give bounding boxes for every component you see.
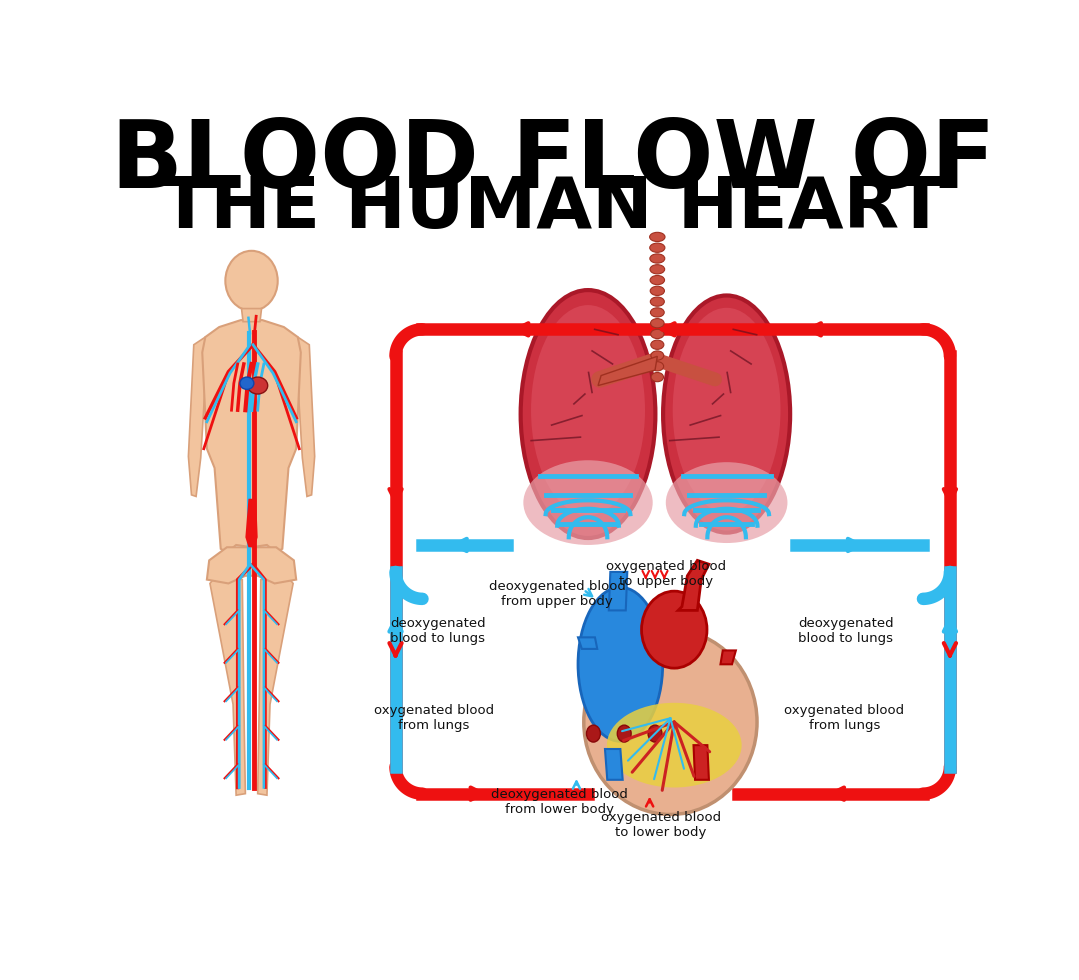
Polygon shape (210, 579, 245, 795)
Ellipse shape (651, 362, 664, 370)
Ellipse shape (650, 243, 665, 252)
Polygon shape (694, 745, 709, 780)
Ellipse shape (642, 591, 707, 668)
Text: oxygenated blood
from lungs: oxygenated blood from lungs (784, 705, 904, 732)
Ellipse shape (617, 725, 631, 742)
Ellipse shape (584, 629, 757, 814)
Polygon shape (578, 637, 598, 649)
Ellipse shape (651, 318, 664, 327)
Polygon shape (202, 320, 301, 553)
Ellipse shape (578, 587, 663, 741)
Text: deoxygenated
blood to lungs: deoxygenated blood to lungs (391, 616, 486, 645)
Ellipse shape (648, 725, 661, 742)
Text: BLOOD FLOW OF: BLOOD FLOW OF (111, 117, 996, 209)
Text: deoxygenated
blood to lungs: deoxygenated blood to lungs (798, 616, 893, 645)
Ellipse shape (651, 372, 664, 381)
Text: deoxygenated blood
from upper body: deoxygenated blood from upper body (489, 579, 626, 608)
Ellipse shape (672, 308, 780, 513)
Ellipse shape (521, 290, 655, 538)
Ellipse shape (650, 265, 665, 273)
Ellipse shape (666, 463, 788, 543)
Ellipse shape (240, 377, 254, 389)
Text: oxygenated blood
to lower body: oxygenated blood to lower body (601, 810, 721, 839)
Polygon shape (189, 337, 215, 497)
Ellipse shape (248, 377, 268, 394)
Ellipse shape (651, 297, 665, 307)
Ellipse shape (650, 232, 665, 241)
Polygon shape (598, 357, 657, 385)
Polygon shape (721, 651, 736, 664)
Polygon shape (678, 561, 709, 611)
Ellipse shape (587, 725, 600, 742)
Ellipse shape (606, 703, 741, 788)
Ellipse shape (651, 329, 664, 339)
Polygon shape (245, 499, 258, 547)
Ellipse shape (651, 286, 665, 296)
Polygon shape (609, 572, 627, 611)
Polygon shape (605, 749, 623, 780)
Text: THE HUMAN HEART: THE HUMAN HEART (161, 174, 945, 243)
Text: oxygenated blood
from lungs: oxygenated blood from lungs (374, 705, 494, 732)
Polygon shape (288, 337, 315, 497)
Ellipse shape (651, 340, 664, 349)
Ellipse shape (531, 305, 645, 515)
Ellipse shape (651, 351, 664, 360)
Polygon shape (242, 309, 261, 321)
Ellipse shape (664, 295, 790, 532)
Text: oxygenated blood
to upper body: oxygenated blood to upper body (605, 561, 726, 588)
Text: deoxygenated blood
from lower body: deoxygenated blood from lower body (491, 788, 628, 815)
Ellipse shape (650, 275, 665, 284)
Ellipse shape (226, 251, 277, 311)
Polygon shape (207, 547, 297, 583)
Ellipse shape (650, 254, 665, 263)
Ellipse shape (651, 308, 665, 317)
Ellipse shape (523, 461, 653, 545)
Polygon shape (258, 579, 293, 795)
